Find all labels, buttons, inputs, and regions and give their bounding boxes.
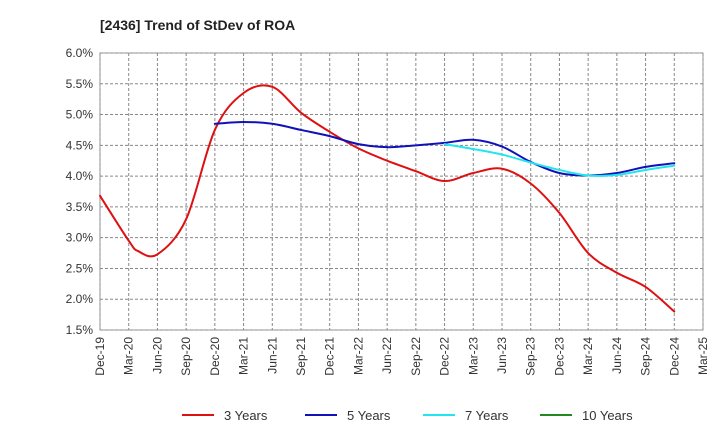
legend-label: 7 Years [465, 408, 509, 423]
y-tick-label: 6.0% [66, 46, 94, 60]
x-tick-label: Jun-23 [495, 337, 509, 374]
x-tick-label: Mar-23 [466, 337, 480, 375]
chart-title: [2436] Trend of StDev of ROA [100, 17, 295, 33]
series-line-7-years [443, 143, 676, 177]
legend: 3 Years 5 Years 7 Years 10 Years [182, 408, 633, 423]
series-lines [99, 84, 676, 313]
x-tick-label: Dec-23 [552, 337, 566, 376]
x-tick-label: Dec-20 [208, 337, 222, 376]
x-tick-label: Sep-20 [179, 337, 193, 376]
x-tick-label: Jun-20 [150, 337, 164, 374]
x-tick-label: Jun-22 [380, 337, 394, 374]
x-tick-label: Sep-22 [409, 337, 423, 376]
legend-label: 10 Years [582, 408, 633, 423]
x-tick-label: Dec-22 [438, 337, 452, 376]
series-line-3-years [99, 84, 676, 313]
x-tick-label: Sep-21 [294, 337, 308, 376]
y-tick-label: 5.5% [66, 77, 94, 91]
x-tick-label: Dec-19 [93, 337, 107, 376]
x-tick-label: Mar-20 [122, 337, 136, 375]
y-tick-label: 4.0% [66, 169, 94, 183]
x-tick-label: Jun-21 [265, 337, 279, 374]
x-tick-label: Jun-24 [610, 337, 624, 374]
legend-item-3-years: 3 Years [182, 408, 268, 423]
y-tick-label: 1.5% [66, 323, 94, 337]
y-tick-label: 3.5% [66, 200, 94, 214]
y-tick-label: 5.0% [66, 108, 94, 122]
x-tick-label: Mar-24 [581, 337, 595, 375]
grid-lines [99, 52, 704, 331]
legend-label: 5 Years [347, 408, 391, 423]
y-tick-label: 3.0% [66, 231, 94, 245]
y-tick-label: 2.5% [66, 261, 94, 275]
x-tick-label: Sep-23 [524, 337, 538, 376]
legend-label: 3 Years [224, 408, 268, 423]
x-tick-label: Mar-22 [351, 337, 365, 375]
x-tick-label: Dec-24 [667, 337, 681, 376]
y-tick-label: 2.0% [66, 292, 94, 306]
x-tick-label: Dec-21 [323, 337, 337, 376]
x-tick-label: Sep-24 [639, 337, 653, 376]
y-tick-label: 4.5% [66, 138, 94, 152]
x-tick-label: Mar-21 [237, 337, 251, 375]
legend-item-7-years: 7 Years [423, 408, 509, 423]
legend-item-5-years: 5 Years [305, 408, 391, 423]
x-tick-label: Mar-25 [696, 337, 710, 375]
legend-item-10-years: 10 Years [540, 408, 633, 423]
axes: 6.0% 5.5% 5.0% 4.5% 4.0% 3.5% 3.0% 2.5% 2.0% 1.5%… [66, 46, 710, 376]
plot-area [99, 52, 704, 331]
